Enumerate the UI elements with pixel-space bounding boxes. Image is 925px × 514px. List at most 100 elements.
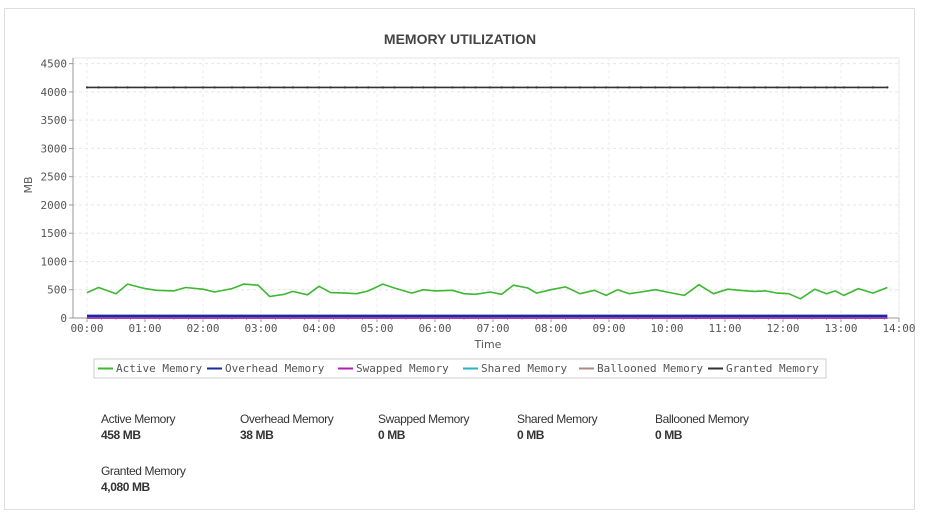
- data-point-granted-memory: [738, 86, 741, 89]
- y-tick-label: 0: [60, 312, 67, 325]
- data-point-granted-memory: [474, 86, 477, 89]
- data-point-granted-memory: [172, 86, 176, 89]
- y-tick-label: 2500: [41, 171, 68, 184]
- x-tick-label: 08:00: [534, 322, 567, 335]
- stat-value: 458 MB: [101, 428, 141, 442]
- x-tick-label: 01:00: [128, 322, 161, 335]
- data-point-granted-memory: [526, 86, 529, 89]
- x-tick-label: 06:00: [418, 322, 451, 335]
- data-point-granted-memory: [712, 86, 715, 89]
- stat-granted-memory: Granted Memory 4,080 MB: [101, 464, 231, 494]
- y-tick-label: 3000: [41, 142, 68, 155]
- data-point-granted-memory: [306, 86, 309, 89]
- stat-value: 0 MB: [655, 428, 683, 442]
- data-point-granted-memory: [726, 86, 730, 89]
- plot-area: [72, 57, 900, 319]
- stat-label: Shared Memory: [517, 412, 598, 426]
- stat-active-memory: Active Memory 458 MB: [101, 412, 231, 442]
- data-point-granted-memory: [367, 86, 370, 89]
- data-point-granted-memory: [85, 86, 89, 89]
- data-point-granted-memory: [886, 86, 889, 89]
- stat-overhead-memory: Overhead Memory 38 MB: [240, 412, 370, 442]
- data-point-granted-memory: [329, 86, 332, 89]
- data-point-granted-memory: [230, 86, 234, 89]
- series-line-active-memory: [86, 283, 888, 300]
- y-tick-label: 1500: [41, 227, 68, 240]
- data-point-granted-memory: [535, 86, 538, 89]
- y-tick-label: 4000: [41, 86, 68, 99]
- data-point-granted-memory: [143, 86, 147, 89]
- x-tick-label: 04:00: [302, 322, 335, 335]
- chart-series: [85, 86, 889, 319]
- stat-value: 38 MB: [240, 428, 274, 442]
- x-tick-label: 13:00: [824, 322, 857, 335]
- x-tick-label: 05:00: [360, 322, 393, 335]
- data-point-granted-memory: [317, 86, 321, 89]
- data-point-granted-memory: [489, 86, 492, 89]
- data-point-granted-memory: [257, 86, 260, 89]
- data-point-granted-memory: [616, 86, 619, 89]
- stat-value: 0 MB: [378, 428, 406, 442]
- chart-legend: Active Memory Overhead Memory Swapped Memo…: [93, 358, 827, 379]
- data-point-granted-memory: [842, 86, 846, 89]
- memory-utilization-chart: MEMORY UTILIZATION 0 500 1000 1500 2000 2500 3…: [22, 31, 916, 379]
- data-point-granted-memory: [97, 86, 100, 89]
- data-point-granted-memory: [776, 86, 779, 89]
- x-tick-label: 12:00: [766, 322, 799, 335]
- stat-shared-memory: Shared Memory 0 MB: [517, 412, 647, 442]
- legend-label-swapped-memory: Swapped Memory: [356, 362, 449, 375]
- data-point-granted-memory: [242, 86, 245, 89]
- stat-label: Granted Memory: [101, 464, 186, 478]
- data-point-granted-memory: [764, 86, 767, 89]
- y-tick-label: 500: [47, 284, 67, 297]
- y-tick-label: 2000: [41, 199, 68, 212]
- data-point-granted-memory: [697, 86, 701, 89]
- data-point-granted-memory: [787, 86, 790, 89]
- data-point-granted-memory: [213, 86, 216, 89]
- data-point-granted-memory: [201, 86, 205, 89]
- x-axis-label: Time: [474, 338, 502, 351]
- stat-ballooned-memory: Ballooned Memory 0 MB: [655, 412, 785, 442]
- data-point-granted-memory: [268, 86, 271, 89]
- y-tick-label: 3500: [41, 114, 68, 127]
- chart-title: MEMORY UTILIZATION: [384, 31, 536, 47]
- data-point-granted-memory: [605, 86, 608, 89]
- chart-grid: [72, 57, 900, 319]
- stat-label: Active Memory: [101, 412, 176, 426]
- data-point-granted-memory: [834, 86, 837, 89]
- data-point-granted-memory: [393, 86, 396, 89]
- data-point-granted-memory: [184, 86, 187, 89]
- data-point-granted-memory: [126, 86, 129, 89]
- data-point-granted-memory: [283, 86, 286, 89]
- data-point-granted-memory: [512, 86, 515, 89]
- legend-label-shared-memory: Shared Memory: [481, 362, 567, 375]
- x-tick-label: 14:00: [882, 322, 915, 335]
- y-axis-label: MB: [22, 176, 35, 193]
- y-tick-label: 1000: [41, 255, 68, 268]
- data-point-granted-memory: [433, 86, 437, 89]
- stat-label: Swapped Memory: [378, 412, 470, 426]
- x-tick-label: 09:00: [592, 322, 625, 335]
- data-point-granted-memory: [628, 86, 631, 89]
- data-point-granted-memory: [593, 86, 596, 89]
- x-tick-label: 07:00: [476, 322, 509, 335]
- legend-label-overhead-memory: Overhead Memory: [225, 362, 325, 375]
- stat-label: Ballooned Memory: [655, 412, 749, 426]
- data-point-granted-memory: [410, 86, 413, 89]
- data-point-granted-memory: [462, 86, 466, 89]
- legend-label-granted-memory: Granted Memory: [726, 362, 819, 375]
- x-tick-label: 10:00: [650, 322, 683, 335]
- data-point-granted-memory: [564, 86, 567, 89]
- stat-value: 4,080 MB: [101, 480, 150, 494]
- legend-label-ballooned-memory: Ballooned Memory: [597, 362, 703, 375]
- x-tick-label: 02:00: [186, 322, 219, 335]
- stat-swapped-memory: Swapped Memory 0 MB: [378, 412, 508, 442]
- data-point-granted-memory: [549, 86, 553, 89]
- data-point-granted-memory: [291, 86, 294, 89]
- data-point-granted-memory: [683, 86, 686, 89]
- data-point-granted-memory: [500, 86, 503, 89]
- data-point-granted-memory: [825, 86, 828, 89]
- data-point-granted-memory: [654, 86, 657, 89]
- data-point-granted-memory: [578, 86, 582, 89]
- data-point-granted-memory: [752, 86, 756, 89]
